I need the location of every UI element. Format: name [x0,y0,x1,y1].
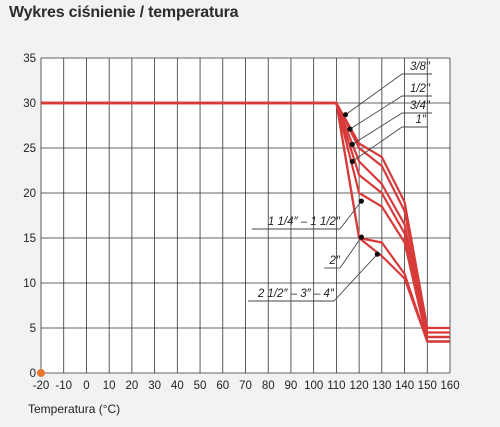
y-tick-label: 15 [23,233,36,245]
annotation-label: 1 1/4″ – 1 1/2″ [268,216,341,228]
x-tick-label: 110 [327,380,345,392]
x-tick-label: 60 [216,380,229,392]
annotation-label: 3/8″ [410,61,431,73]
x-tick-label: 40 [171,380,184,392]
annotation-marker [349,141,355,147]
x-tick-label: 100 [304,380,323,392]
x-tick-label: 150 [418,380,437,392]
chart-title: Wykres ciśnienie / temperatura [9,4,239,21]
annotation-leader [352,112,403,145]
annotation-leader [339,236,362,269]
annotation-leader [345,73,403,116]
x-tick-label: 20 [125,380,138,392]
annotation-label: 1/2″ [410,83,431,95]
x-tick-label: 120 [350,380,369,392]
y-tick-label: 25 [23,143,36,155]
annotation-leader [349,95,403,130]
annotation-leader [352,126,403,162]
x-tick-label: 30 [148,380,161,392]
origin-marker [37,369,45,377]
annotation-leader [339,200,362,230]
x-tick-label: 70 [239,380,252,392]
x-tick-label: 130 [372,380,391,392]
y-tick-label: 5 [30,323,36,335]
annotation-marker [349,158,355,165]
series-line [41,101,450,343]
y-tick-label: 30 [23,98,36,110]
annotation-marker [358,198,364,204]
annotation-marker [342,112,349,118]
x-tick-label: 90 [285,380,298,392]
x-tick-label: 140 [395,380,414,392]
x-axis-label: Temperatura (°C) [28,402,120,416]
annotation-label: 1″ [416,114,427,126]
x-tick-label: 160 [440,380,459,392]
annotation-label: 3/4″ [410,100,431,112]
annotation-leader [333,253,378,302]
grid [40,57,451,374]
annotations: 3/8″ 1/2″ 3/4″ 1″ 1 1/4″ – 1 1/2″ 2″ 2 1/2″ – … [248,61,432,302]
x-tick-label: 0 [83,380,89,392]
x-tick-label: 80 [262,380,275,392]
tick-labels: -20 -10 0 10 20 30 40 50 60 70 80 90 100 110 120 130 140… [23,53,459,392]
x-tick-label: 50 [194,380,207,392]
series-lines [41,101,450,343]
x-tick-label: 10 [103,380,116,392]
annotation-label: 2″ [329,255,341,267]
y-tick-label: 20 [23,188,36,200]
annotation-marker [347,126,353,132]
annotation-marker [374,251,380,257]
x-tick-label: -10 [55,380,72,392]
x-tick-label: -20 [33,380,50,392]
y-tick-label: 0 [30,368,36,380]
annotation-marker [358,234,364,240]
y-tick-label: 35 [23,53,36,65]
annotation-label: 2 1/2″ – 3″ – 4″ [257,288,335,300]
y-tick-label: 10 [23,278,36,290]
